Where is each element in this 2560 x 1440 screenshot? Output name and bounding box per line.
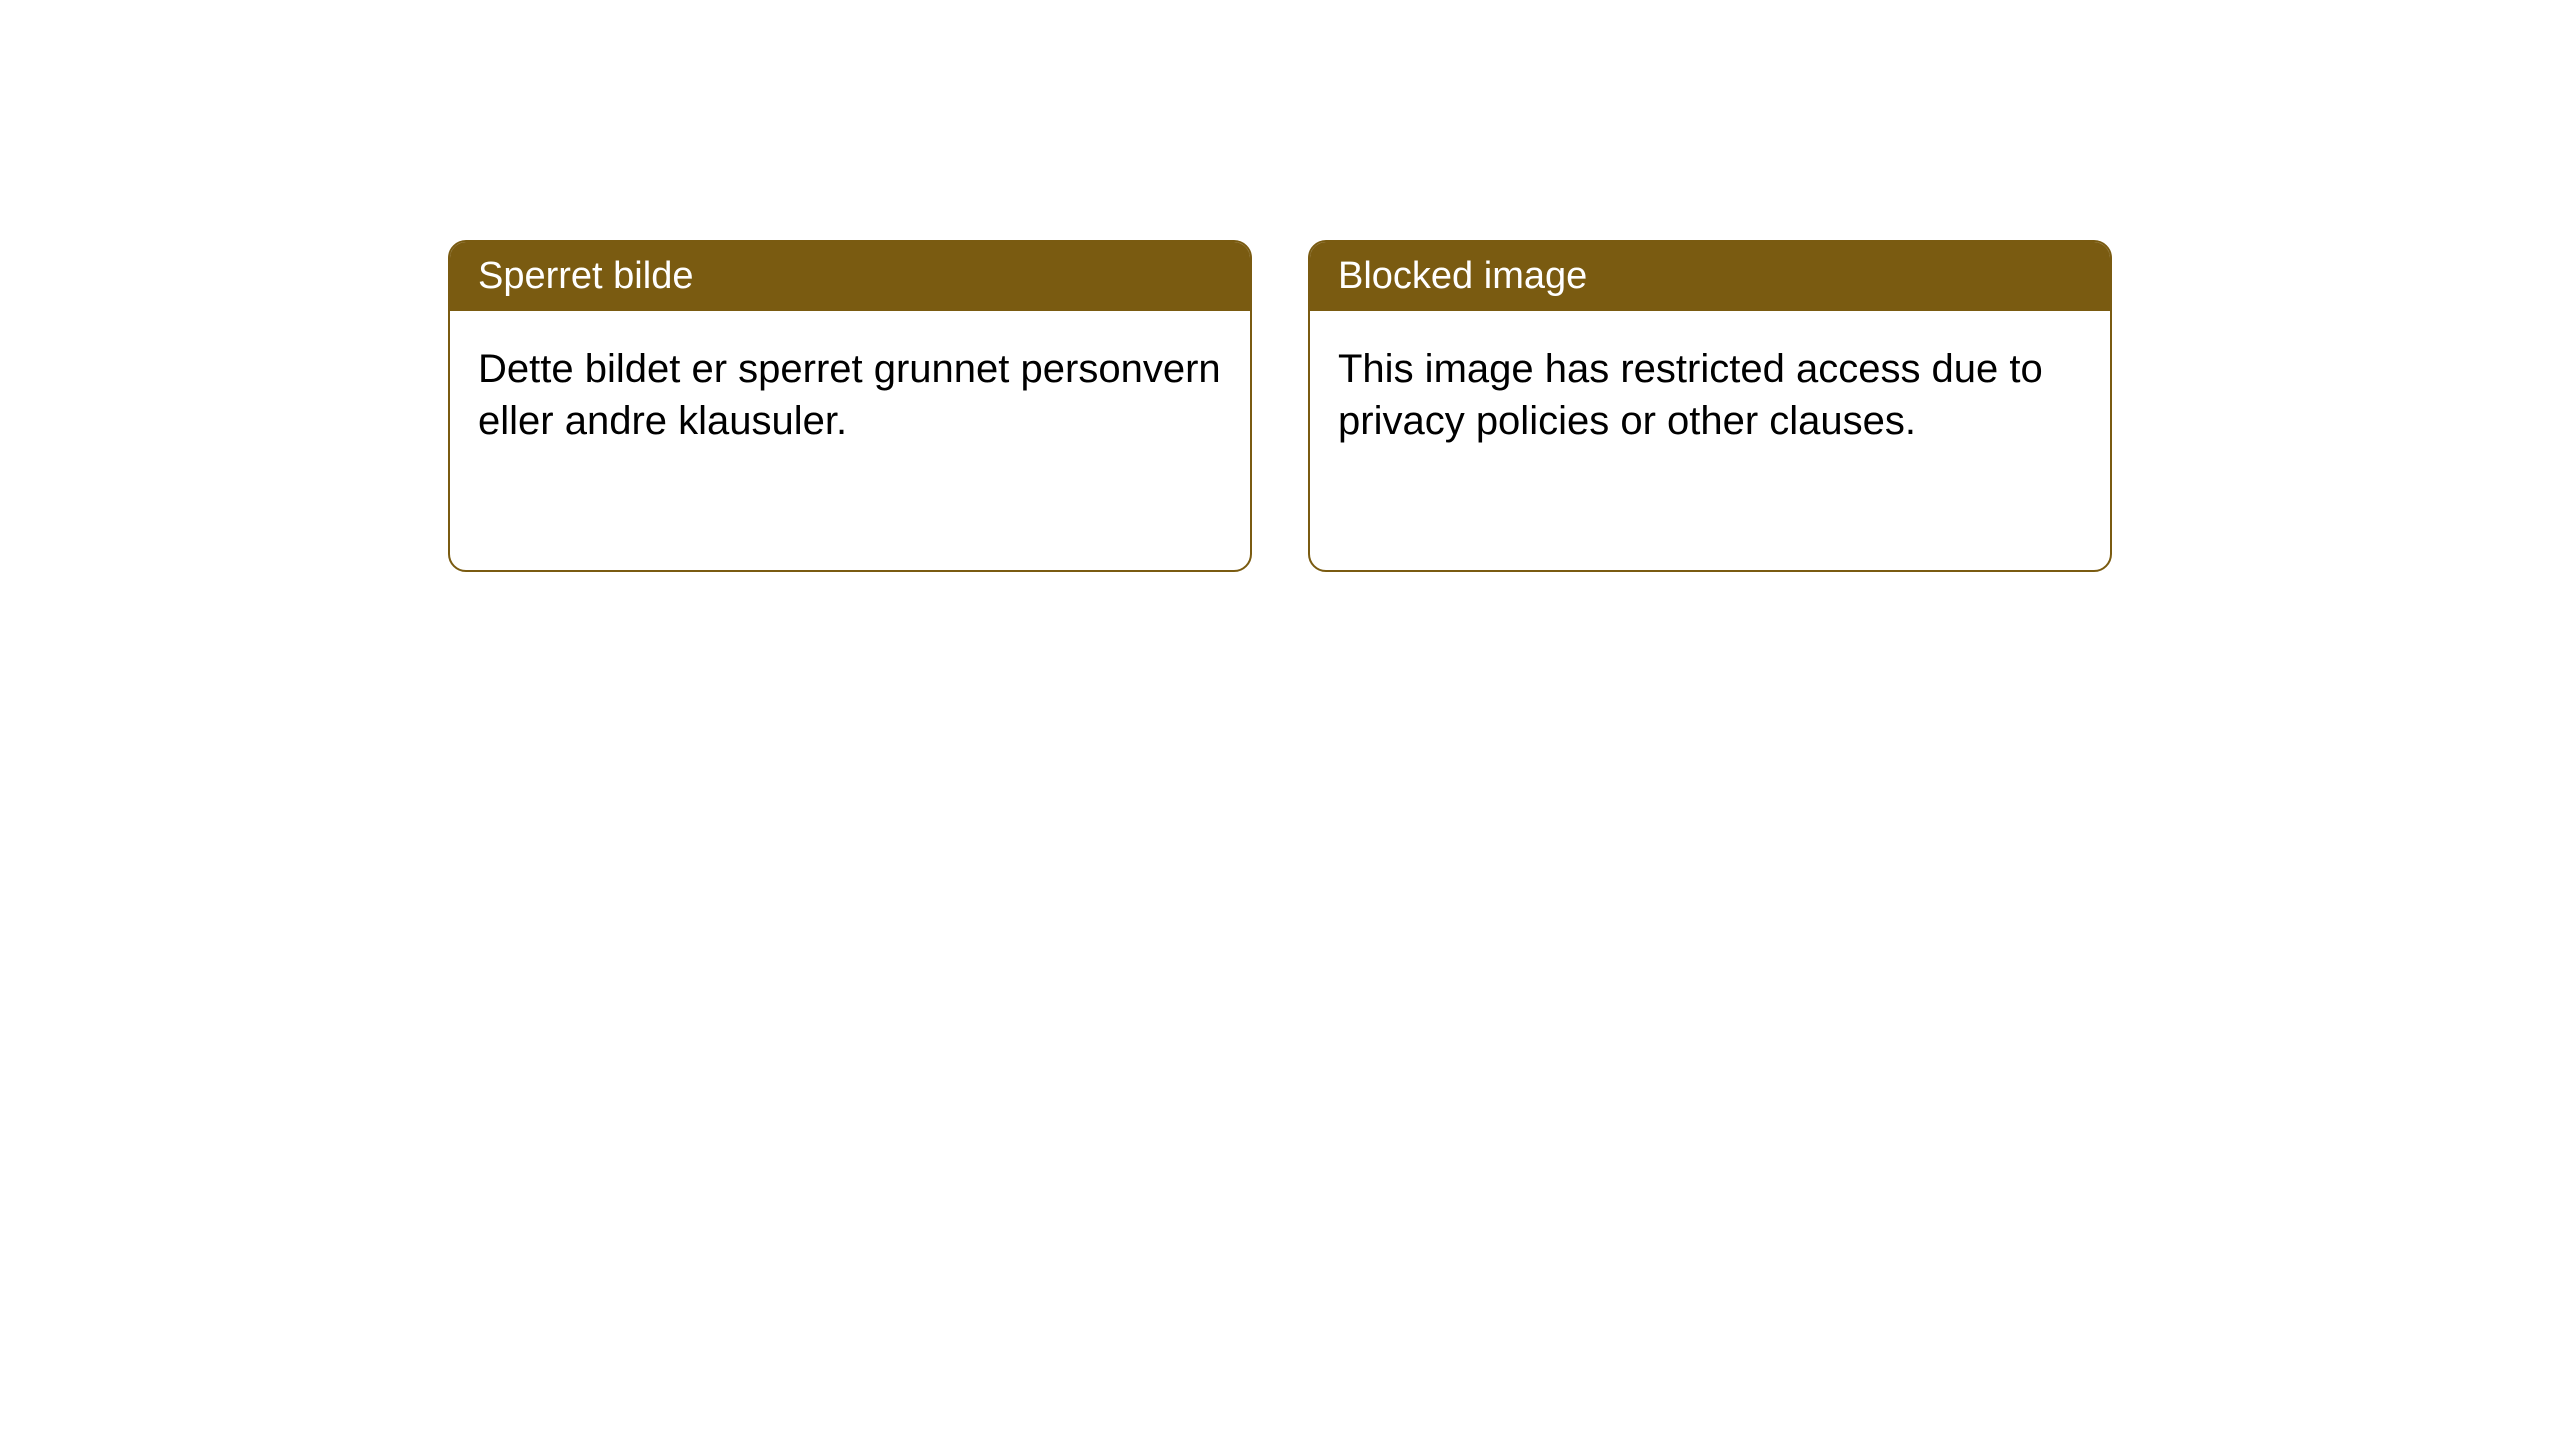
cards-container: Sperret bilde Dette bildet er sperret gr… bbox=[448, 240, 2112, 572]
card-norwegian: Sperret bilde Dette bildet er sperret gr… bbox=[448, 240, 1252, 572]
card-body-text: Dette bildet er sperret grunnet personve… bbox=[478, 347, 1221, 443]
card-english: Blocked image This image has restricted … bbox=[1308, 240, 2112, 572]
card-title: Sperret bilde bbox=[478, 255, 693, 297]
card-header: Blocked image bbox=[1310, 242, 2110, 311]
card-body-text: This image has restricted access due to … bbox=[1338, 347, 2043, 443]
card-title: Blocked image bbox=[1338, 255, 1587, 297]
card-header: Sperret bilde bbox=[450, 242, 1250, 311]
card-body: This image has restricted access due to … bbox=[1310, 311, 2110, 479]
card-body: Dette bildet er sperret grunnet personve… bbox=[450, 311, 1250, 479]
